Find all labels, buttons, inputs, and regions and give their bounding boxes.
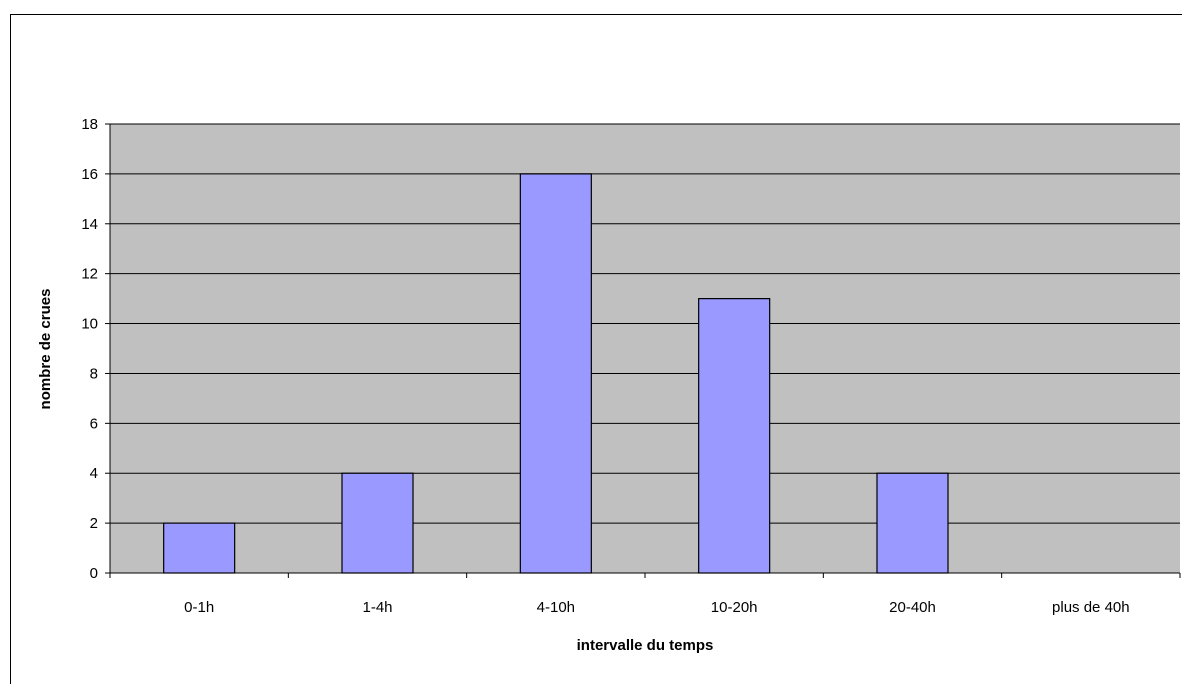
bars [163, 173, 949, 574]
x-category-label: 1-4h [362, 599, 392, 616]
y-axis-ticks: 0 2 4 6 8 10 12 14 16 18 [81, 116, 110, 582]
x-axis-title: intervalle du temps [577, 637, 714, 654]
y-tick-label: 10 [81, 316, 98, 333]
x-category-label: 20-40h [889, 599, 936, 616]
bar [163, 522, 236, 574]
x-axis-categories: 0-1h 1-4h 4-10h 10-20h 20-40h plus de 40h [109, 573, 1181, 616]
x-category-label: 10-20h [711, 599, 758, 616]
bar [876, 472, 949, 574]
y-axis-title: nombre de crues [37, 289, 54, 410]
y-tick-label: 6 [90, 415, 98, 432]
y-tick-label: 16 [81, 166, 98, 183]
x-category-label: plus de 40h [1052, 599, 1130, 616]
plot-area [109, 123, 1180, 574]
y-tick-label: 12 [81, 266, 98, 283]
x-category-label: 0-1h [184, 599, 214, 616]
y-tick-label: 8 [90, 365, 98, 382]
x-category-label: 4-10h [537, 599, 575, 616]
y-tick-label: 14 [81, 216, 98, 233]
bar [698, 298, 771, 574]
bar [341, 472, 414, 574]
y-tick-label: 4 [90, 465, 98, 482]
y-tick-label: 0 [90, 565, 98, 582]
plot-background [110, 124, 1180, 573]
chart-frame [10, 14, 1182, 684]
y-tick-label: 18 [81, 116, 98, 133]
y-tick-label: 2 [90, 515, 98, 532]
bar [519, 173, 592, 574]
